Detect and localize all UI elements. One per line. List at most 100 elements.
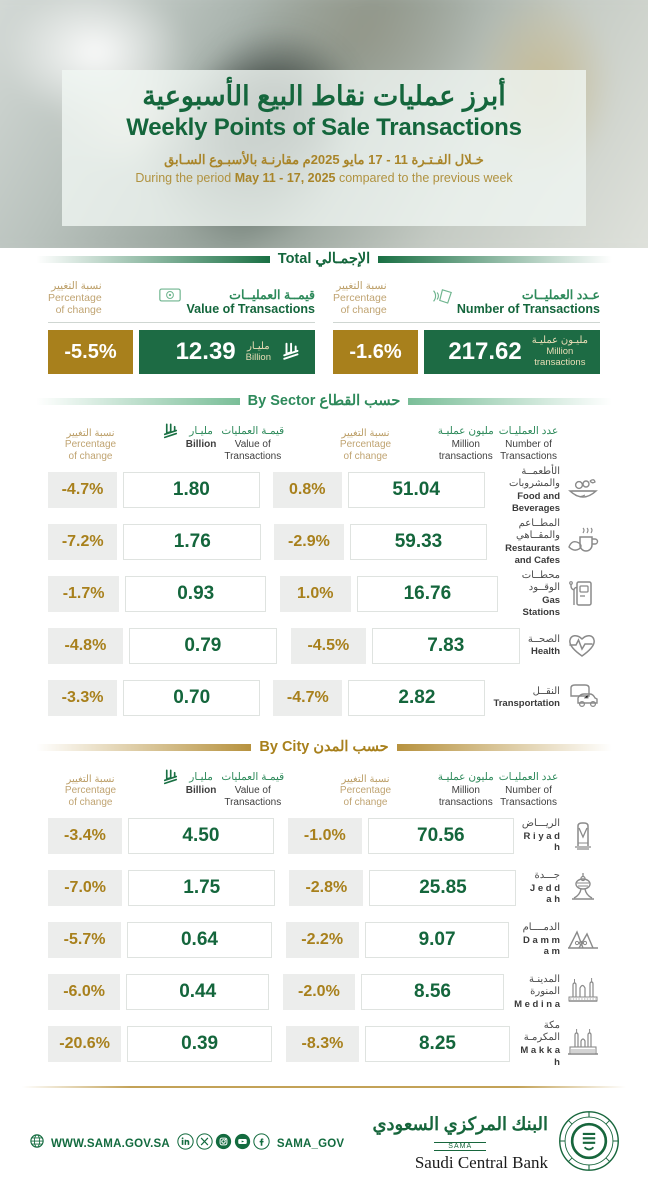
header-value-pct: نسبة التغيير Percentage of change bbox=[64, 774, 117, 808]
value-pct-cell: -3.3% bbox=[48, 680, 118, 717]
linkedin-icon[interactable] bbox=[177, 1132, 194, 1155]
facebook-icon[interactable] bbox=[253, 1132, 270, 1155]
header-number-pct: نسبة التغيير Percentage of change bbox=[339, 428, 392, 462]
count-pct-cell: -2.9% bbox=[274, 524, 344, 561]
value-pct-cell: -6.0% bbox=[48, 974, 121, 1011]
value-pct-cell: -3.4% bbox=[48, 818, 122, 855]
sector-row: -4.8% 0.79 -4.5% 7.83 الصحــة Health bbox=[48, 622, 600, 670]
divider-bar-right bbox=[408, 397, 612, 405]
total-value-unit: مليـار Billion bbox=[245, 340, 271, 363]
saudi-riyal-icon bbox=[162, 768, 181, 790]
count-cell: 7.83 bbox=[371, 628, 520, 665]
value-pct-cell: -4.7% bbox=[48, 472, 117, 509]
count-pct-cell: -2.0% bbox=[282, 974, 355, 1011]
total-value-badge: 12.39 مليـار Billion bbox=[139, 330, 315, 375]
category-name-arabic: المدينـة المنورة bbox=[529, 973, 560, 998]
total-number-value: 217.62 bbox=[448, 338, 522, 366]
count-cell: 8.25 bbox=[365, 1026, 510, 1063]
section-divider-by-city: حسب المدن By City bbox=[36, 736, 613, 758]
value-cell: 1.76 bbox=[123, 524, 262, 561]
category-label: الأطعمــة والمشروبات Food and Beverages bbox=[485, 466, 600, 515]
value-cell: 0.64 bbox=[127, 922, 272, 959]
value-pct-cell: -7.2% bbox=[48, 524, 118, 561]
category-name-english-1: Restaurants bbox=[505, 542, 560, 554]
category-name-arabic: مكة المكرمـة bbox=[523, 1019, 560, 1044]
total-value-of-transactions-block: نسبة التغيير Percentage of change bbox=[48, 280, 315, 375]
category-name-english-1: Transportation bbox=[493, 698, 560, 710]
category-name-english-1: Gas Stations bbox=[522, 594, 561, 618]
count-cell: 25.85 bbox=[369, 870, 517, 907]
bank-name-arabic: البنك المركزي السعودي bbox=[372, 1114, 548, 1135]
sector-table-header: نسبة التغيير Percentage of change مليـار… bbox=[48, 421, 600, 462]
section-title-by-city: حسب المدن By City bbox=[259, 739, 389, 756]
value-cell: 1.80 bbox=[123, 472, 260, 509]
header-number-pct: نسبة التغيير Percentage of change bbox=[339, 774, 392, 808]
city-row: -20.6% 0.39 -8.3% 8.25 مكة المكرمـة M a k k a… bbox=[48, 1020, 600, 1068]
category-label: المدينـة المنورة M e d i n a bbox=[504, 974, 600, 1011]
total-number-pct-header: نسبة التغيير Percentage of change bbox=[333, 280, 387, 317]
count-cell: 8.56 bbox=[361, 974, 504, 1011]
count-pct-cell: -4.7% bbox=[273, 680, 343, 717]
total-number-header: عـدد العمليــات Number of Transactions bbox=[430, 287, 600, 316]
instagram-icon[interactable] bbox=[215, 1133, 232, 1155]
total-value-pct-header: نسبة التغيير Percentage of change bbox=[48, 280, 102, 317]
count-pct-cell: 1.0% bbox=[279, 576, 351, 613]
category-name-arabic: محطــات الوقــود bbox=[521, 569, 561, 594]
value-cell: 1.75 bbox=[128, 870, 276, 907]
section-title-total: الإجمـالي Total bbox=[277, 251, 371, 267]
count-cell: 70.56 bbox=[367, 818, 514, 855]
count-pct-cell: -8.3% bbox=[285, 1026, 360, 1063]
total-value-number: 12.39 bbox=[175, 338, 236, 366]
divider-bar-left bbox=[36, 255, 270, 263]
sama-emblem-icon bbox=[558, 1110, 620, 1177]
youtube-icon[interactable] bbox=[234, 1133, 251, 1155]
section-divider-total: الإجمـالي Total bbox=[36, 248, 613, 270]
value-cell: 0.39 bbox=[127, 1026, 273, 1063]
riyadh-tower-icon bbox=[566, 819, 600, 853]
count-pct-cell: -4.5% bbox=[290, 628, 366, 665]
sector-row: -3.3% 0.70 -4.7% 2.82 النقــل Transportation bbox=[48, 674, 600, 722]
footer-website[interactable]: WWW.SAMA.GOV.SA bbox=[51, 1137, 170, 1150]
globe-icon bbox=[30, 1134, 44, 1153]
divider-bar-left bbox=[36, 743, 252, 751]
total-number-badge: 217.62 مليـون عمليـة Million transaction… bbox=[424, 330, 600, 375]
footer-social-handle[interactable]: SAMA_GOV bbox=[276, 1137, 345, 1150]
value-cell: 0.79 bbox=[128, 628, 277, 665]
city-table-header: نسبة التغيير Percentage of change مليـار… bbox=[48, 767, 600, 808]
header-value-of-transactions: مليـار Billion قيمـة العمليات Value of T… bbox=[139, 421, 307, 462]
count-cell: 2.82 bbox=[348, 680, 486, 717]
coffee-croissant-icon bbox=[566, 525, 600, 559]
gas-pump-icon bbox=[566, 577, 600, 611]
divider-bar-left bbox=[36, 397, 240, 405]
total-number-unit: مليـون عمليـة Million transactions bbox=[531, 335, 588, 369]
sector-table: نسبة التغيير Percentage of change مليـار… bbox=[0, 421, 648, 722]
sector-rows-container: -4.7% 1.80 0.8% 51.04 الأطعمــة والمشروبات Fo… bbox=[48, 466, 600, 722]
category-label: الدمــــام D a m m a m bbox=[509, 922, 600, 958]
city-row: -3.4% 4.50 -1.0% 70.56 الريـــاض R i y a d h bbox=[48, 812, 600, 860]
value-cell: 4.50 bbox=[127, 818, 275, 855]
category-name-english-1: Health bbox=[530, 646, 561, 658]
hero-title-panel: أبرز عمليات نقاط البيع الأسبوعية Weekly … bbox=[62, 70, 586, 226]
page-subtitle-arabic: خـلال الفـتـرة 11 - 17 مايو 2025م مقارنـ… bbox=[164, 152, 484, 168]
category-label: محطــات الوقــود Gas Stations bbox=[498, 570, 600, 619]
category-name-arabic: جـــدة bbox=[534, 870, 560, 881]
footer: WWW.SAMA.GOV.SA bbox=[0, 1088, 648, 1177]
food-bowl-icon bbox=[566, 473, 600, 507]
count-cell: 51.04 bbox=[347, 472, 485, 509]
count-pct-cell: 0.8% bbox=[272, 472, 342, 509]
category-label: الريـــاض R i y a d h bbox=[514, 818, 600, 854]
total-number-pct-badge: -1.6% bbox=[333, 330, 418, 375]
x-twitter-icon[interactable] bbox=[196, 1132, 213, 1155]
count-cell: 16.76 bbox=[356, 576, 498, 613]
footer-contact: WWW.SAMA.GOV.SA bbox=[30, 1132, 345, 1155]
category-name-arabic: الصحــة bbox=[527, 633, 561, 645]
category-name-english-1: M e d i n a bbox=[514, 998, 560, 1010]
contactless-payment-icon bbox=[430, 287, 452, 305]
header-number-of-transactions: مليون عمليـة Million transactions عدد ال… bbox=[437, 425, 559, 462]
section-title-by-sector: حسب القطاع By Sector bbox=[247, 393, 401, 410]
category-name-arabic: الريـــاض bbox=[521, 818, 560, 829]
count-pct-cell: -2.2% bbox=[285, 922, 359, 959]
city-rows-container: -3.4% 4.50 -1.0% 70.56 الريـــاض R i y a d h-… bbox=[48, 812, 600, 1068]
heart-pulse-icon bbox=[566, 629, 600, 663]
